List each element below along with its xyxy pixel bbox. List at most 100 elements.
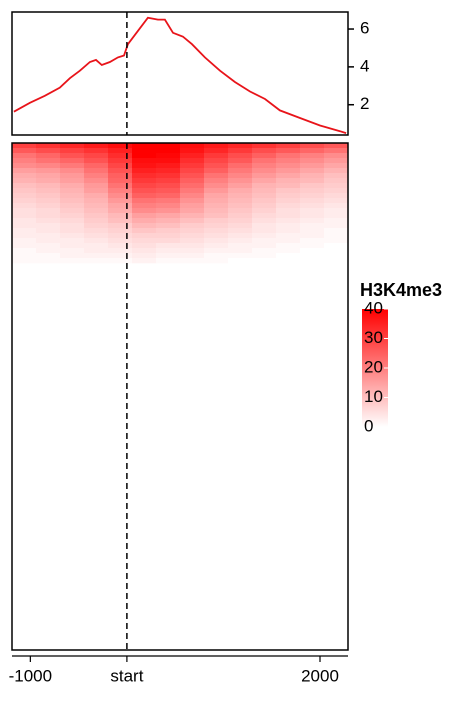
heatmap-cell [84,163,109,169]
heatmap-cell [36,238,61,244]
heatmap-cell [84,208,109,214]
heatmap-cell [36,243,61,249]
heatmap-cell [60,228,85,234]
heatmap-cell [36,258,61,264]
heatmap-cell [132,248,157,254]
heatmap-cell [108,223,133,229]
heatmap-cell [324,248,349,254]
heatmap-cell [156,238,181,244]
heatmap-cell [156,203,181,209]
heatmap-cell [276,198,301,204]
heatmap-cell [132,198,157,204]
heatmap-cell [324,203,349,209]
heatmap-cell [132,153,157,159]
x-tick-label: -1000 [9,666,52,685]
heatmap-cell [108,173,133,179]
heatmap-cell [60,253,85,259]
heatmap-cell [108,148,133,154]
heatmap-cell [204,183,229,189]
heatmap-cell [132,243,157,249]
heatmap-cell [324,163,349,169]
heatmap-cell [60,148,85,154]
heatmap-cell [204,163,229,169]
heatmap-cell [60,223,85,229]
x-tick-label: 2000 [301,666,339,685]
heatmap-cell [60,243,85,249]
heatmap-cell [60,183,85,189]
heatmap-cell [324,143,349,149]
heatmap-cell [156,158,181,164]
heatmap-cell [204,248,229,254]
heatmap-cell [228,208,253,214]
heatmap-cell [12,158,37,164]
heatmap-cell [12,163,37,169]
heatmap-cell [180,243,205,249]
heatmap-cell [60,173,85,179]
heatmap-cell [60,198,85,204]
heatmap-cell [276,243,301,249]
heatmap-cell [252,148,277,154]
heatmap-cell [204,198,229,204]
heatmap-cell [204,158,229,164]
heatmap-cell [156,178,181,184]
heatmap-cell [84,258,109,264]
heatmap-cell [60,218,85,224]
heatmap-cell [36,248,61,254]
heatmap-cell [228,178,253,184]
heatmap-cell [276,193,301,199]
heatmap-cell [84,148,109,154]
heatmap-cell [12,218,37,224]
heatmap-cell [132,238,157,244]
heatmap-cell [132,158,157,164]
heatmap-cell [228,203,253,209]
heatmap-cell [276,248,301,254]
heatmap-cell [84,238,109,244]
heatmap-cell [156,233,181,239]
heatmap-cell [84,233,109,239]
heatmap-cell [204,233,229,239]
heatmap-cell [180,253,205,259]
heatmap-cell [204,238,229,244]
heatmap-cell [180,178,205,184]
heatmap-frame [11,142,349,651]
heatmap-cell [156,163,181,169]
heatmap-cell [300,243,325,249]
heatmap-cell [300,183,325,189]
heatmap-cell [60,208,85,214]
heatmap-cell [180,208,205,214]
heatmap-cell [324,153,349,159]
legend-tick-label: 10 [364,387,383,406]
heatmap-cell [276,188,301,194]
heatmap-cell [324,228,349,234]
heatmap-cell [180,198,205,204]
heatmap-cell [156,208,181,214]
heatmap-cell [156,228,181,234]
heatmap-cell [252,183,277,189]
heatmap-cell [228,218,253,224]
heatmap-cell [36,188,61,194]
heatmap-cell [36,218,61,224]
heatmap-cell [324,233,349,239]
heatmap-cell [156,193,181,199]
heatmap-cell [60,158,85,164]
heatmap-cell [228,238,253,244]
heatmap-cell [108,188,133,194]
heatmap-cell [324,198,349,204]
heatmap-cell [276,223,301,229]
heatmap-cell [108,258,133,264]
profile-line [13,16,347,134]
heatmap-cell [12,248,37,254]
heatmap-cell [60,178,85,184]
heatmap-cell [36,153,61,159]
heatmap-cell [60,213,85,219]
heatmap-cell [300,223,325,229]
heatmap-cell [276,178,301,184]
heatmap-cell [204,153,229,159]
heatmap-cell [108,193,133,199]
heatmap-cell [252,233,277,239]
heatmap-cell [156,153,181,159]
heatmap-cell [300,233,325,239]
heatmap-cell [204,223,229,229]
heatmap-cell [204,258,229,264]
heatmap-cell [132,163,157,169]
